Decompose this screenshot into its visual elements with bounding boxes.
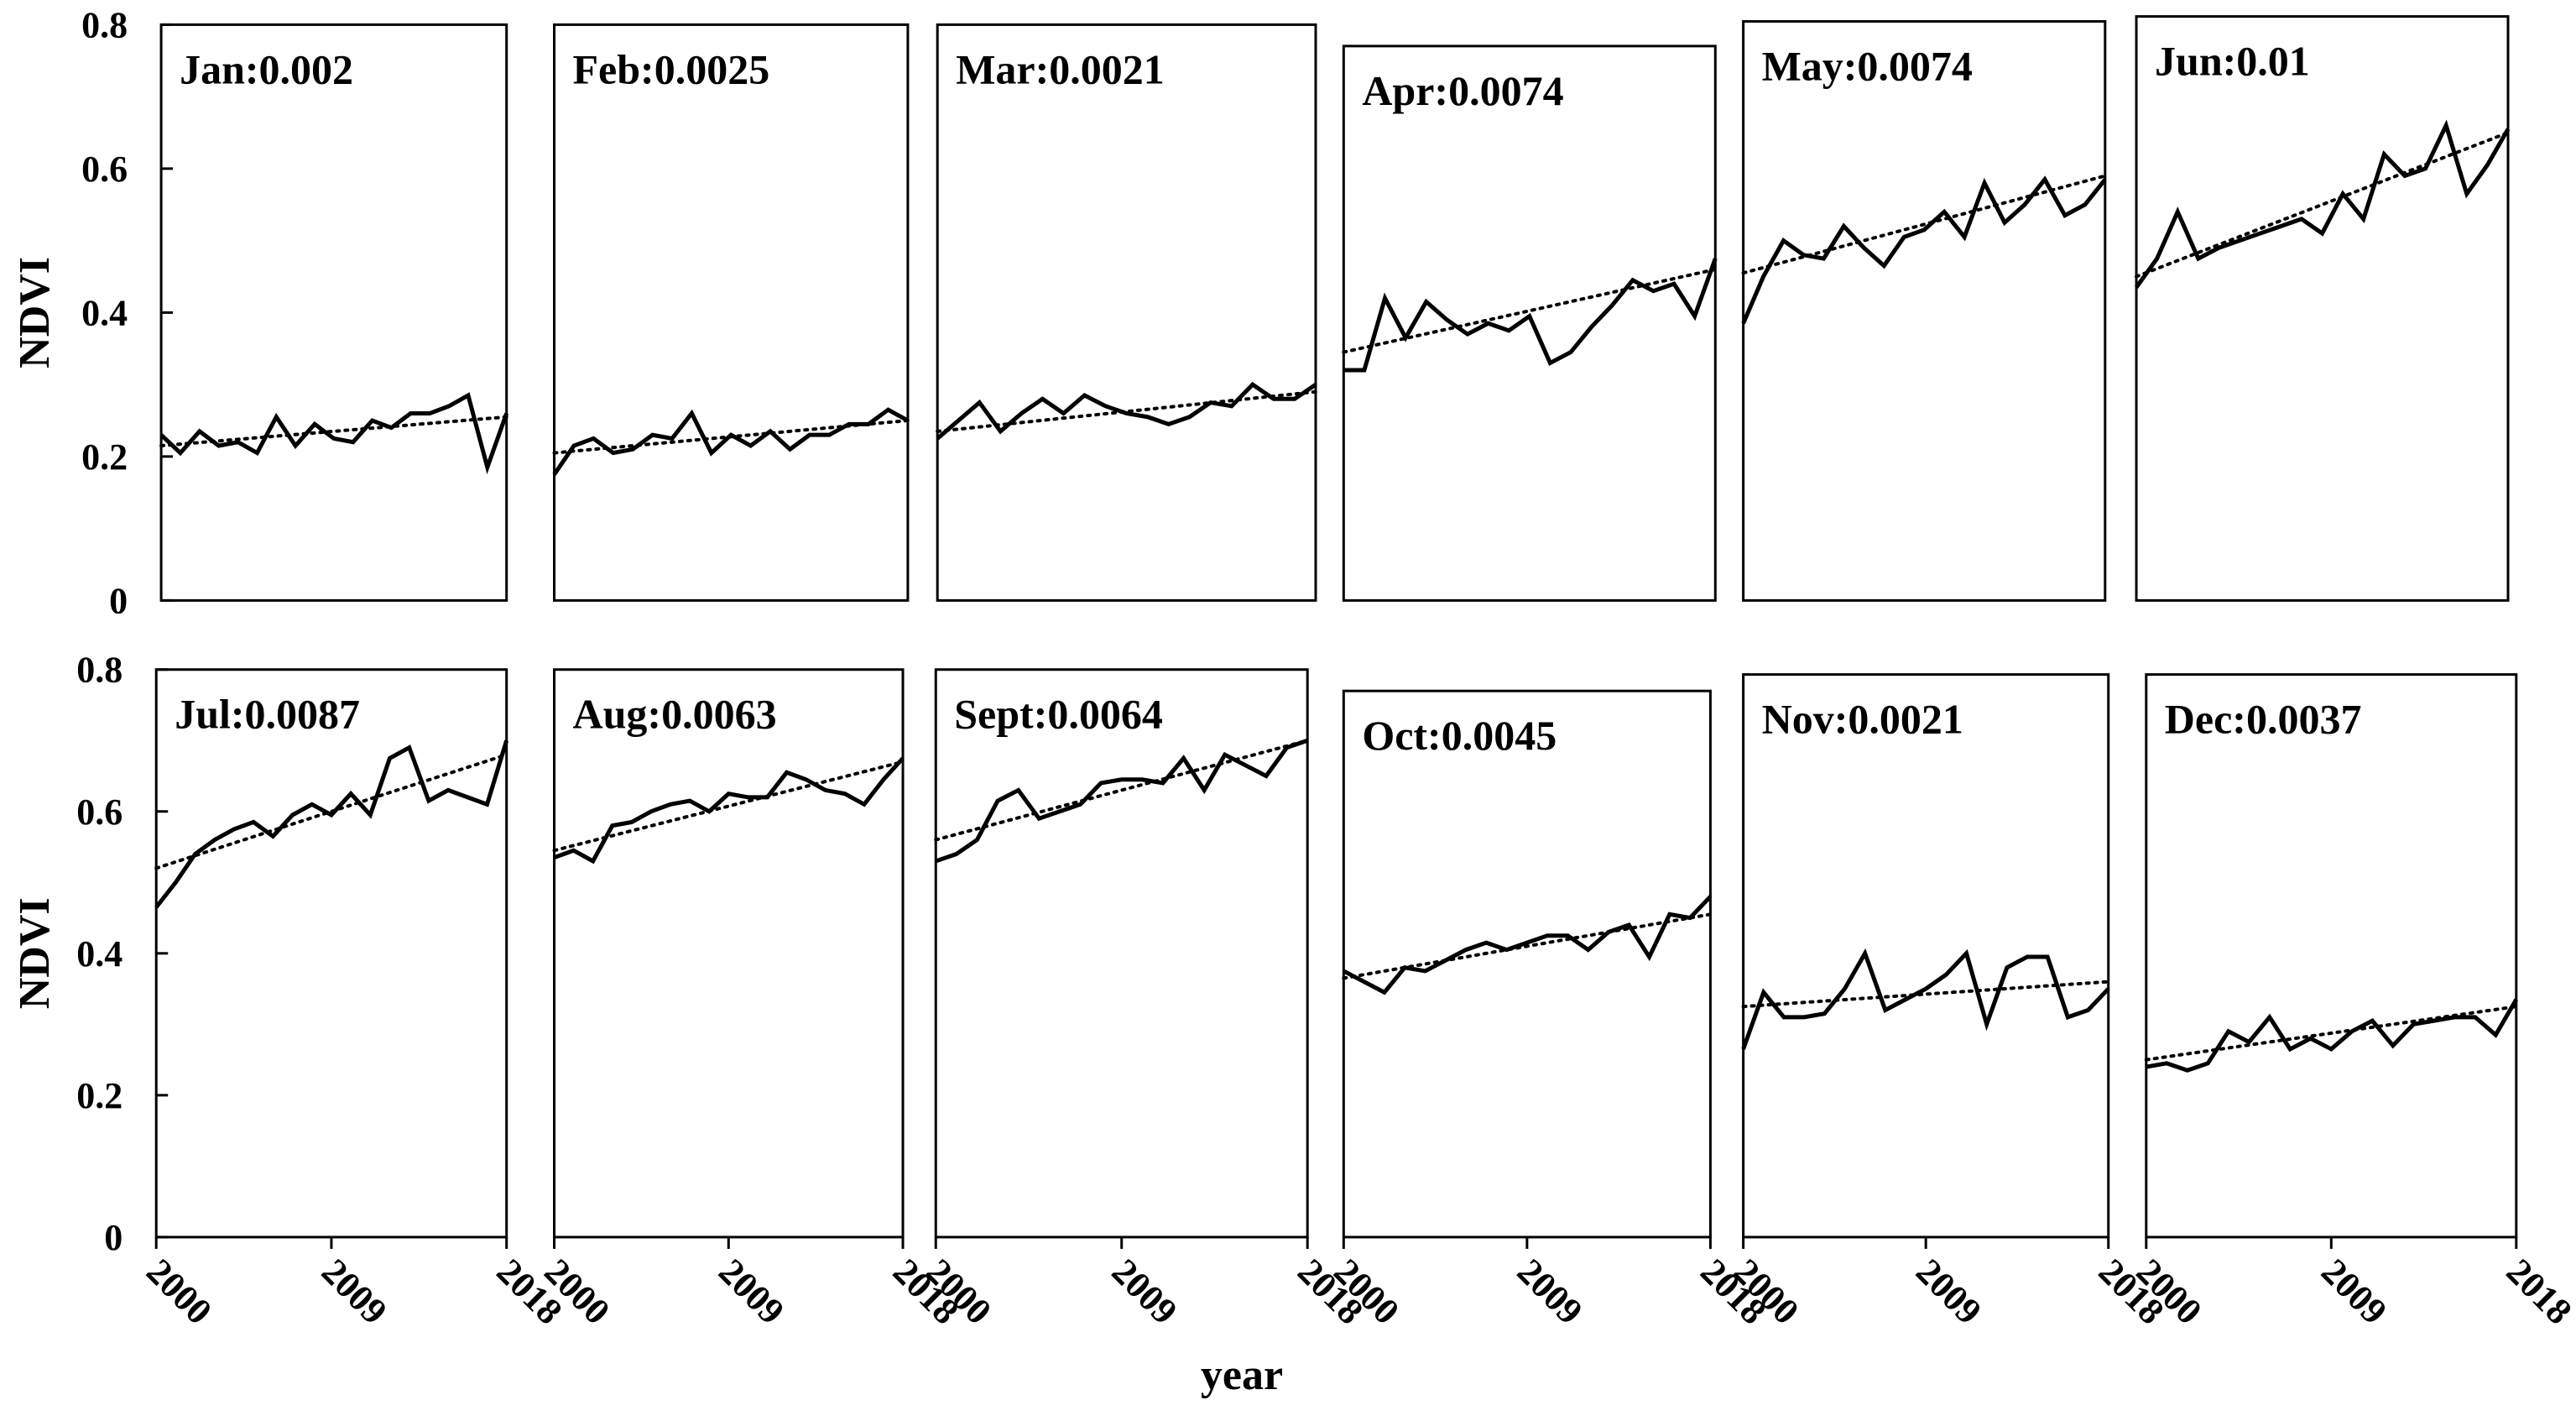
trend-line — [154, 753, 508, 870]
trend-line — [2144, 1005, 2518, 1062]
ndvi-line — [553, 756, 905, 865]
panel-frame — [1342, 44, 1717, 602]
ndvi-line — [2146, 998, 2518, 1073]
y-tick-label: 0 — [104, 1217, 123, 1258]
y-tick-label: 0.6 — [76, 791, 123, 833]
x-tick-label: 2009 — [1510, 1251, 1591, 1332]
panel-frame — [1742, 19, 2107, 602]
ndvi-line — [1343, 895, 1713, 995]
ndvi-line — [2135, 119, 2511, 289]
ndvi-line — [154, 739, 509, 909]
x-tick-label: 2000 — [138, 1251, 220, 1332]
panel-frame — [1342, 689, 1712, 1239]
y-axis-label: NDVI — [11, 897, 59, 1009]
ndvi-line — [936, 381, 1317, 441]
trend-line — [159, 415, 508, 448]
trend-line — [1342, 267, 1718, 354]
y-tick-label: 0.6 — [81, 149, 128, 190]
panel-title: Apr:0.0074 — [1362, 67, 1563, 114]
ndvi-line — [1741, 175, 2107, 325]
panel-title: Jun:0.01 — [2155, 38, 2310, 85]
panel-title: Jan:0.002 — [180, 45, 353, 92]
ndvi-line — [1343, 258, 1718, 373]
x-axis-label: year — [1201, 1351, 1283, 1399]
panel-title: May:0.0074 — [1762, 42, 1973, 89]
y-tick-label: 0.2 — [81, 436, 128, 478]
x-tick-label: 2009 — [1104, 1251, 1186, 1332]
panel-title: Oct:0.0045 — [1362, 712, 1557, 759]
panel-title: Nov:0.0021 — [1762, 696, 1963, 743]
trend-line — [934, 739, 1310, 842]
y-tick-label: 0.4 — [76, 933, 123, 974]
panel-title: Aug:0.0063 — [573, 691, 777, 738]
ndvi-line — [159, 392, 509, 475]
panel-frame — [936, 23, 1317, 602]
x-tick-label: 2009 — [711, 1251, 792, 1332]
x-tick-label: 2009 — [314, 1251, 395, 1332]
panel-frame — [934, 668, 1309, 1239]
panel-frame — [1742, 673, 2110, 1239]
ndvi-line — [552, 407, 910, 476]
panel-title: Mar:0.0021 — [956, 45, 1165, 92]
trend-line — [552, 760, 905, 853]
panel-frame — [553, 23, 910, 602]
panel-frame — [159, 23, 508, 602]
y-axis-label: NDVI — [11, 257, 59, 368]
trend-line — [1741, 980, 2110, 1009]
ndvi-line — [935, 738, 1309, 864]
y-tick-label: 0.2 — [76, 1075, 123, 1116]
y-tick-label: 0.4 — [81, 292, 128, 333]
panel-title: Jul:0.0087 — [175, 691, 360, 738]
panel-title: Sept:0.0064 — [954, 691, 1163, 738]
panel-frame — [553, 668, 905, 1239]
x-tick-label: 2009 — [1908, 1251, 1989, 1332]
y-tick-label: 0 — [109, 580, 128, 621]
trend-line — [2135, 131, 2510, 279]
x-tick-label: 2009 — [2313, 1251, 2395, 1332]
panel-frame — [2145, 673, 2518, 1239]
panel-title: Dec:0.0037 — [2165, 696, 2362, 743]
x-tick-label: 2018 — [2499, 1251, 2576, 1332]
y-tick-label: 0.8 — [81, 4, 128, 45]
panel-frame — [154, 668, 508, 1239]
ndvi-line — [1741, 948, 2110, 1050]
panel-title: Feb:0.0025 — [573, 45, 770, 92]
y-tick-label: 0.8 — [76, 650, 123, 691]
panel-frame — [2135, 15, 2510, 602]
